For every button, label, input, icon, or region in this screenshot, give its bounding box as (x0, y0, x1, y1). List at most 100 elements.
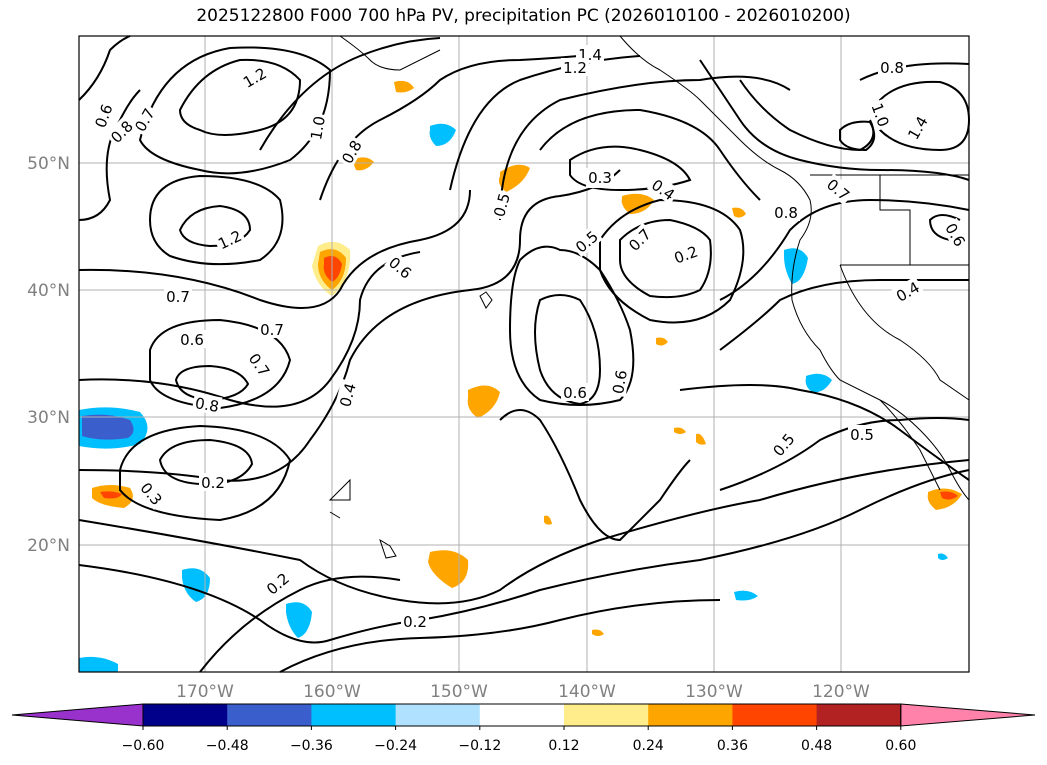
colorbar-tick-label: 0.60 (885, 738, 916, 754)
precip-patch (82, 414, 134, 440)
contour-line (739, 79, 875, 152)
contour-labels: 1.21.41.20.80.60.70.81.00.80.60.30.40.50… (89, 45, 971, 631)
contour-label-bg (89, 99, 117, 132)
contour-line (119, 424, 292, 522)
contour-label-bg (569, 225, 603, 258)
colorbar-extend-low (11, 703, 144, 727)
coast-line (619, 35, 970, 501)
contour-label: 0.7 (260, 321, 284, 339)
contour-label-bg (646, 173, 681, 205)
contour-line (599, 198, 745, 324)
contour-label-bg (561, 383, 589, 401)
contour-label: 0.5 (490, 191, 514, 219)
precip-patch (734, 590, 758, 601)
contour-line (569, 145, 692, 192)
lon-tick-label: 160°W (303, 682, 361, 702)
colorbar-swatch (648, 704, 733, 726)
contour-label-bg (772, 203, 800, 221)
contour-line (158, 438, 254, 486)
contour-line (78, 189, 471, 309)
longitude-axis: 170°W 160°W 150°W 140°W 130°W 120°W (176, 682, 870, 702)
colorbar-extend-high (900, 703, 1036, 727)
colorbar-tick-label: 0.36 (717, 738, 748, 754)
contour-label: 0.8 (194, 394, 221, 416)
contour-line (178, 204, 252, 248)
contour-label: 0.6 (609, 369, 631, 396)
contour-label-bg (401, 612, 429, 630)
border-line (839, 264, 970, 401)
contour-label-bg (191, 392, 223, 416)
contour-line (78, 459, 970, 605)
contour-label: 0.2 (403, 613, 427, 631)
contour-label-bg (767, 427, 800, 461)
precip-patch (429, 123, 456, 146)
contour-label-bg (902, 110, 932, 145)
precip-patch (498, 164, 530, 192)
coast-line (879, 399, 941, 491)
contour-line (928, 214, 961, 241)
border-line (879, 175, 911, 265)
precip-shading (79, 80, 962, 672)
contour-line (719, 278, 969, 351)
colorbar-swatch (479, 704, 565, 726)
contour-line (78, 251, 421, 408)
contour-line (508, 245, 635, 406)
contour-line (539, 108, 761, 201)
colorbar: −0.60 −0.48 −0.36 −0.24 −0.12 0.12 0.24 0.36 0.4… (11, 703, 1036, 754)
contour-line (149, 318, 292, 410)
colorbar-swatch (564, 704, 649, 726)
colorbar-swatch (816, 704, 902, 726)
lon-tick-label: 170°W (176, 682, 234, 702)
lat-tick-label: 20°N (27, 536, 70, 556)
contour-label: 0.3 (588, 169, 612, 187)
pv-contours (78, 35, 971, 673)
lon-tick-label: 130°W (685, 682, 743, 702)
map-frame (78, 35, 970, 673)
contour-label-bg (199, 473, 227, 491)
colorbar-tick-label: 0.48 (801, 738, 832, 754)
contour-label-bg (258, 320, 286, 338)
contour-label-bg (848, 425, 876, 443)
contour-label: 0.4 (336, 381, 360, 409)
colorbar-tick-label: −0.48 (206, 738, 249, 754)
contour-line (719, 198, 970, 301)
contour-line (178, 58, 302, 136)
island-line (479, 291, 493, 309)
contour-line (679, 384, 970, 481)
contour-line (699, 59, 970, 181)
contour-label-bg (867, 98, 895, 131)
precip-patch (467, 385, 500, 418)
island-line (379, 538, 397, 559)
contour-line (148, 174, 284, 266)
contour-label-bg (941, 217, 971, 252)
lon-tick-label: 120°W (812, 682, 870, 702)
map-area[interactable]: 1.21.41.20.80.60.70.81.00.80.60.30.40.50… (78, 35, 971, 673)
contour-label: 0.5 (850, 426, 874, 444)
precip-patch (674, 427, 686, 434)
contour-label-bg (213, 225, 247, 254)
contour-label: 0.6 (180, 331, 204, 349)
contour-label: 0.8 (880, 59, 904, 77)
lon-tick-label: 150°W (430, 682, 488, 702)
precip-patch (621, 193, 654, 214)
contour-label-bg (878, 58, 906, 76)
colorbar-outline (142, 703, 902, 727)
contour-label-bg (890, 276, 925, 306)
colorbar-tick-label: −0.24 (374, 738, 417, 754)
contour-label: 0.2 (201, 474, 225, 492)
colorbar-swatch (732, 704, 818, 726)
contour-label: 0.8 (774, 204, 798, 222)
precip-patch (940, 491, 958, 500)
colorbar-swatch (311, 704, 397, 726)
map-title: 2025122800 F000 700 hPa PV, precipitatio… (196, 6, 851, 26)
colorbar-tick-label: −0.12 (458, 738, 501, 754)
contour-label-bg (669, 240, 702, 268)
contour-label-bg (384, 251, 418, 284)
precip-patch (805, 373, 832, 393)
latitude-axis: 50°N 40°N 30°N 20°N (27, 154, 70, 556)
contour-line (259, 37, 441, 151)
precip-patch (182, 568, 210, 602)
precip-patch (784, 248, 808, 284)
precip-patch (656, 337, 668, 346)
colorbar-tick-label: −0.36 (290, 738, 333, 754)
